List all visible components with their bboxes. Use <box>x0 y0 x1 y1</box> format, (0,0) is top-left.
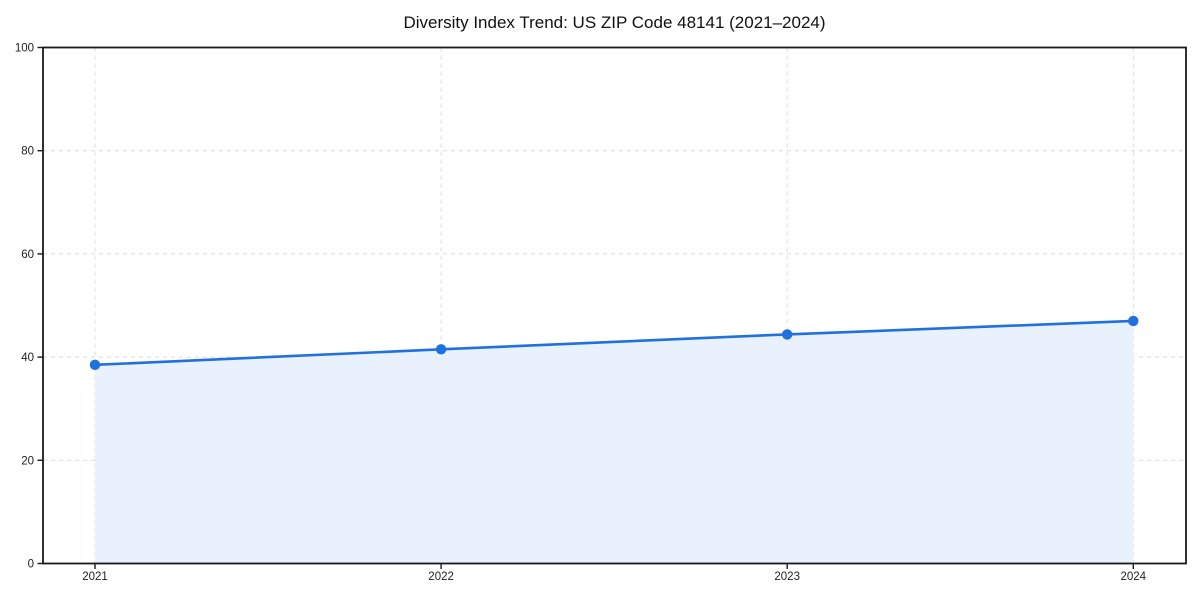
x-tick-label: 2024 <box>1121 571 1147 583</box>
y-tick-label: 0 <box>28 559 34 571</box>
y-tick-label: 20 <box>21 455 34 467</box>
y-tick-label: 100 <box>15 43 34 55</box>
data-point-marker <box>1128 315 1139 327</box>
y-tick-label: 40 <box>21 352 34 364</box>
plot-border <box>42 46 1187 565</box>
chart-title: Diversity Index Trend: US ZIP Code 48141… <box>403 13 826 32</box>
x-tick-label: 2021 <box>82 571 108 583</box>
x-tick-label: 2022 <box>428 571 454 583</box>
trend-line <box>93 319 1135 367</box>
y-tick-label: 60 <box>21 249 34 261</box>
y-tick-label: 80 <box>21 146 34 158</box>
area-fill <box>95 320 1134 564</box>
data-point-marker <box>782 329 793 340</box>
x-tick-label: 2023 <box>774 571 800 583</box>
data-point-marker <box>435 344 447 355</box>
data-point-marker <box>89 359 101 371</box>
